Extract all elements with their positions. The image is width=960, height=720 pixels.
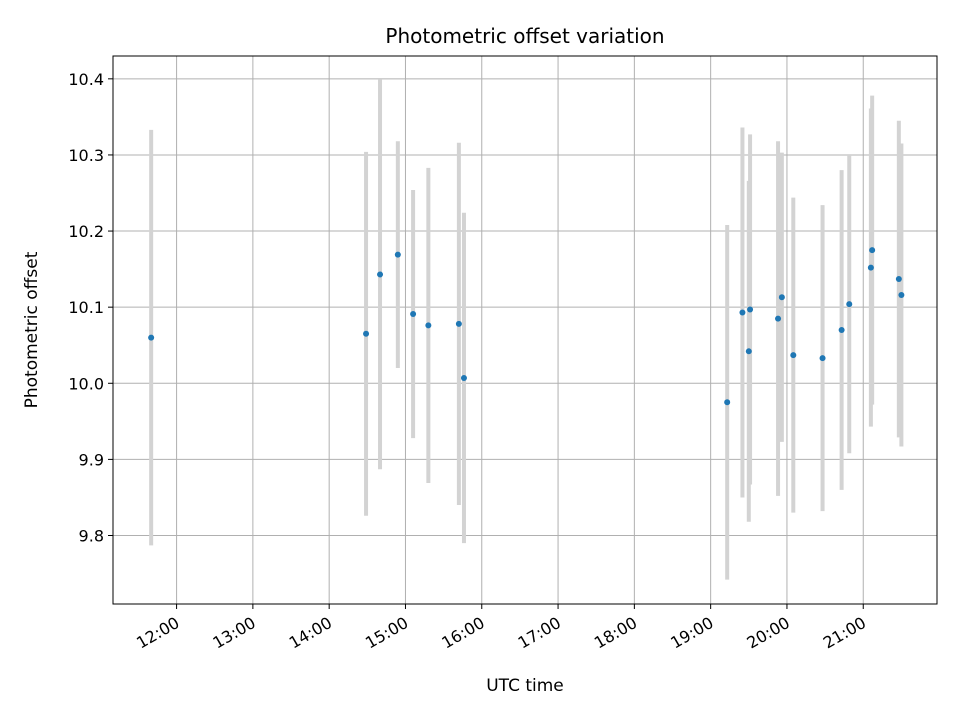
data-point (846, 301, 853, 308)
y-tick-label: 10.4 (68, 70, 104, 89)
chart-title: Photometric offset variation (385, 24, 664, 48)
data-point (455, 320, 462, 327)
x-tick-label: 14:00 (286, 613, 335, 653)
y-tick-label: 10.1 (68, 298, 104, 317)
data-point (724, 399, 731, 406)
y-tick-label: 10.0 (68, 374, 104, 393)
grid-lines (113, 56, 937, 604)
data-point (377, 271, 384, 278)
data-point (895, 276, 902, 283)
data-point (148, 334, 155, 341)
data-point (410, 311, 417, 318)
data-point (869, 247, 876, 254)
data-point (747, 306, 754, 313)
data-point (460, 374, 467, 381)
y-tick-label: 9.8 (79, 527, 104, 546)
data-point (838, 327, 845, 333)
data-point (739, 309, 746, 316)
data-point (394, 251, 401, 258)
x-tick-label: 12:00 (133, 613, 182, 653)
plot-frame (112, 55, 938, 605)
y-axis-ticks: 9.8 9.9 10.0 10.1 10.2 10.3 10.4 (68, 70, 113, 546)
data-point (363, 330, 370, 337)
x-tick-label: 15:00 (362, 613, 411, 653)
x-tick-label: 17:00 (515, 613, 564, 653)
x-tick-label: 21:00 (820, 613, 869, 653)
x-tick-label: 13:00 (209, 613, 258, 653)
data-point (867, 264, 874, 271)
x-axis-title: UTC time (486, 676, 564, 696)
data-point (898, 291, 905, 298)
data-point (425, 322, 432, 329)
data-point (778, 294, 785, 301)
y-tick-label: 10.2 (68, 222, 104, 241)
y-tick-label: 9.9 (79, 450, 104, 469)
y-axis-title: Photometric offset (22, 251, 42, 408)
data-point (790, 352, 797, 359)
data-point (819, 355, 826, 362)
data-point (775, 315, 782, 322)
x-axis-ticks: 12:00 13:00 14:00 15:00 16:00 17:00 18:00 19:00… (133, 604, 869, 653)
x-tick-label: 16:00 (438, 613, 487, 653)
y-tick-label: 10.3 (68, 146, 104, 165)
data-point (745, 348, 752, 355)
x-tick-label: 18:00 (591, 613, 640, 653)
x-tick-label: 20:00 (744, 613, 793, 653)
x-tick-label: 19:00 (667, 613, 716, 653)
data-points (148, 247, 905, 406)
